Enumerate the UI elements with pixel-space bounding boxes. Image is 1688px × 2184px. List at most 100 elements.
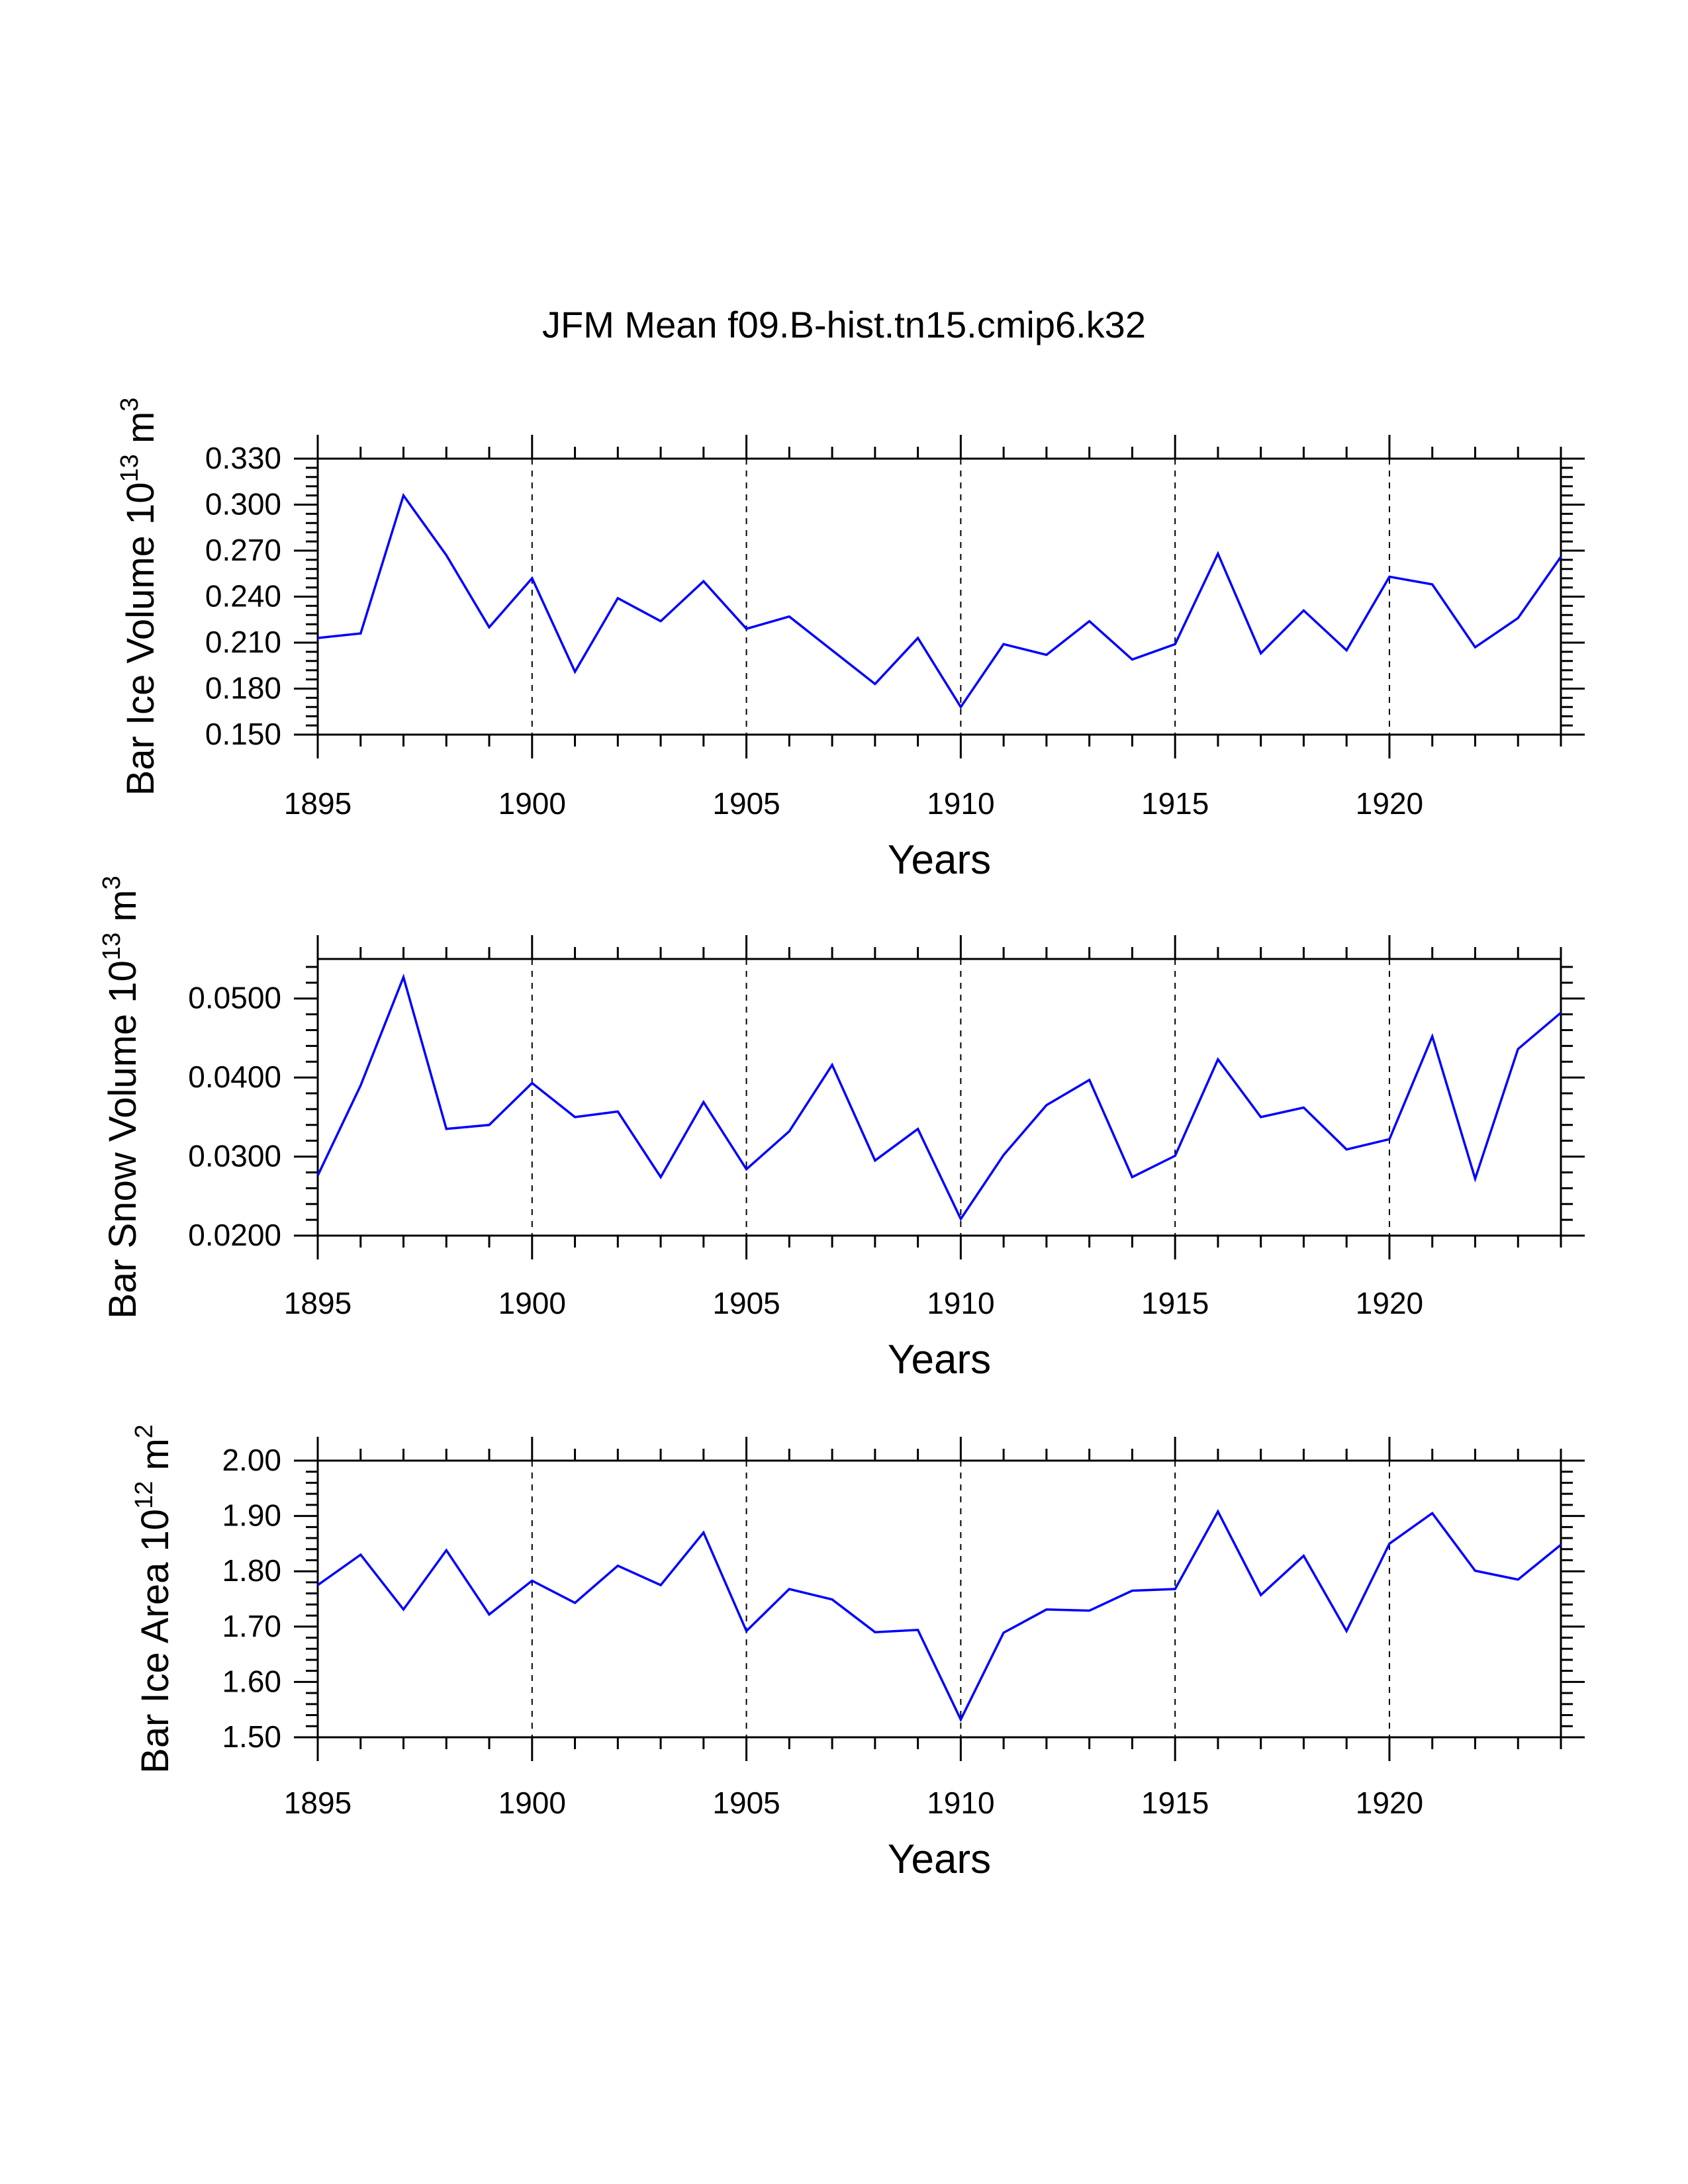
data-point [488,1613,491,1615]
data-point [402,976,405,978]
data-point [1217,1058,1219,1061]
series-line [316,974,1562,1222]
data-point [445,554,447,557]
data-point [1174,643,1176,645]
x-tick-label: 1910 [927,1786,994,1820]
data-point [1217,553,1219,555]
y-tick-label: 2.00 [222,1443,281,1477]
data-point [745,627,748,630]
data-point [959,1718,962,1721]
data-point [1045,1608,1048,1611]
data-point [1131,658,1133,660]
data-point [1174,1154,1176,1157]
data-point [702,1531,705,1534]
y-axis-label: Bar Ice Volume 1013 m3 [116,398,162,796]
x-axis-label: Years [888,1837,991,1882]
y-tick-label: 0.210 [205,625,281,659]
data-point [402,1608,405,1611]
data-point [1388,1542,1391,1545]
x-axis-label: Years [888,837,991,883]
data-point [1260,1594,1262,1596]
data-point [1088,1610,1091,1612]
data-point [1131,1589,1133,1592]
data-point [1517,1578,1519,1581]
data-point [1431,583,1434,586]
data-point [316,637,319,639]
data-point [488,626,491,629]
x-tick-label: 1895 [284,1786,352,1820]
y-axis-label-unit: m [101,889,144,932]
panel-2: 0.0200 0.0300 0.0400 0.0500 1895 1900 1905 1910… [98,876,1585,1383]
data-point [445,1549,447,1551]
series-line [317,492,1562,709]
y-tick-label: 1.60 [222,1664,281,1698]
data-point [1474,1177,1476,1180]
y-axis-label-unit: m [119,412,162,454]
panel-3: 1.50 1.60 1.70 1.80 1.90 2.00 1895 1900 1905 1910… [130,1424,1585,1882]
data-point [745,1629,748,1632]
data-point [831,1598,833,1601]
panel-1: 0.150 0.180 0.210 0.240 0.270 0.300 0.330 1895 1… [116,398,1585,883]
data-point [788,615,790,618]
y-tick-label: 0.0300 [188,1139,281,1173]
data-point [1474,1569,1476,1572]
data-point [1260,1116,1262,1118]
data-point [1517,617,1519,619]
data-point [1217,1510,1219,1513]
data-point [1560,1011,1562,1014]
data-point [702,580,705,582]
y-axis-label-unit-exponent: 3 [98,876,126,889]
data-point [959,1218,962,1220]
data-point [1260,652,1262,655]
data-point [1302,609,1305,612]
data-point [531,1082,534,1085]
data-point [1560,555,1562,558]
data-point [659,1584,662,1586]
y-tick-label: 0.0400 [188,1060,281,1094]
x-axis-label: Years [888,1337,991,1383]
y-tick-label: 0.300 [205,487,281,522]
data-point [1174,1588,1176,1590]
data-point [531,577,534,580]
x-tick-label: 1905 [712,786,780,821]
y-tick-label: 0.240 [205,579,281,614]
chart-title: JFM Mean f09.B-hist.tn15.cmip6.k32 [542,304,1146,345]
data-point [874,1631,876,1633]
data-point [1045,654,1048,657]
y-axis-label: Bar Ice Area 1012 m2 [130,1424,177,1774]
y-axis-label-unit-exponent: 2 [130,1424,158,1438]
data-point [874,1160,876,1162]
x-tick-label: 1915 [1141,786,1209,821]
data-point [616,1565,619,1567]
y-tick-label: 0.180 [205,671,281,705]
data-point [1045,1104,1048,1107]
y-tick-label: 1.90 [222,1498,281,1533]
x-tick-label: 1915 [1141,1786,1209,1820]
plot-frame [316,1459,1562,1739]
data-point [1002,643,1005,645]
y-tick-label: 0.270 [205,533,281,567]
x-tick-label: 1900 [498,1786,566,1820]
data-point [488,1124,491,1126]
data-point [316,1174,319,1177]
y-axis-label-main: Bar Ice Volume 10 [119,482,162,796]
x-tick-label: 1920 [1356,1286,1423,1320]
data-point [659,620,662,623]
data-point [402,494,405,497]
data-point [1302,1107,1305,1109]
data-point [917,1128,919,1130]
data-point [1088,1079,1091,1081]
data-point [359,1553,362,1556]
data-point [1002,1631,1005,1634]
data-point [917,1629,919,1631]
y-tick-label: 0.330 [205,441,281,475]
data-point [1088,620,1091,623]
x-tick-label: 1915 [1141,1286,1209,1320]
data-point [316,1584,319,1586]
y-tick-label: 1.70 [222,1609,281,1643]
y-tick-label: 1.80 [222,1553,281,1588]
x-tick-label: 1905 [712,1286,780,1320]
x-tick-label: 1895 [284,786,352,821]
data-point [831,649,833,652]
